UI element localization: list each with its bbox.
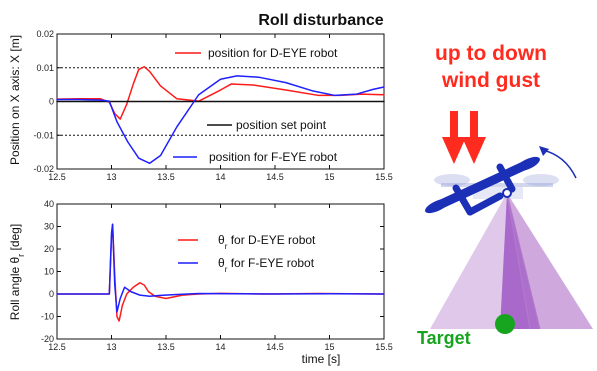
gust-title-line-2: wind gust [441,69,540,92]
top-x-tick-label-5: 15 [324,172,334,182]
top-chart: 12.5 13 13.5 14 14.5 15 15.50.020.010-0.01-0.0… [33,29,392,182]
bottom-y-tick-label-0: 40 [44,199,54,209]
top-x-tick-label-2: 13.5 [157,172,175,182]
target-dot-icon [495,314,515,334]
top-x-tick-label-3: 14 [215,172,225,182]
bottom-legend-suffix-0: for D-EYE robot [227,233,316,247]
top-y-tick-label-1: 0.01 [36,63,54,73]
chart-title: Roll disturbance [258,12,383,29]
top-y-axis-label: Position on X axis: X [m] [8,35,22,165]
top-y-tick-label-3: -0.01 [33,130,54,140]
bottom-x-tick-label-3: 14 [215,342,225,352]
gust-arrow-right-head [462,137,486,164]
bottom-x-tick-label-1: 13 [106,342,116,352]
bottom-x-tick-label-2: 13.5 [157,342,175,352]
gust-arrow-right-shaft [470,111,478,137]
rotation-arrow-path [542,150,576,178]
gust-title-line-1: up to down [435,42,547,65]
bottom-y-tick-label-4: 0 [49,289,54,299]
bottom-y-tick-label-2: 20 [44,244,54,254]
bottom-chart: 12.5 13 13.5 14 14.5 15 15.5403020100-10-20θr … [41,199,393,352]
bottom-legend-suffix-1: for F-EYE robot [227,256,314,270]
bottom-y-tick-label-6: -20 [41,334,54,344]
bottom-y-tick-label-5: -10 [41,312,54,322]
bottom-y-axis-label: Roll angle θr [deg] [8,224,26,320]
top-y-tick-label-2: 0 [49,97,54,107]
bottom-x-tick-label-4: 14.5 [266,342,284,352]
robot-camera [503,189,511,197]
top-legend-label-0: position for D-EYE robot [208,46,338,60]
gust-arrow-left-head [442,137,466,164]
bottom-x-axis-label: time [s] [302,352,341,366]
top-legend-label-2: position for F-EYE robot [209,150,338,164]
top-y-tick-label-4: -0.02 [33,164,54,174]
gust-arrow-left-shaft [450,111,458,137]
top-x-tick-label-1: 13 [106,172,116,182]
top-legend-label-1: position set point [236,118,327,132]
top-x-tick-label-6: 15.5 [375,172,393,182]
down-arrow-icon [442,111,486,164]
bottom-y-axis-label-prefix: Roll angle θ [8,257,22,321]
bottom-y-tick-label-3: 10 [44,267,54,277]
bottom-y-tick-label-1: 30 [44,222,54,232]
wind-gust-illustration: up to down wind gust Target [417,42,593,348]
bottom-plot-area [57,204,384,339]
bottom-x-tick-label-5: 15 [324,342,334,352]
bottom-y-axis-label-suffix: [deg] [8,224,22,254]
top-y-tick-label-0: 0.02 [36,29,54,39]
bottom-x-tick-label-6: 15.5 [375,342,393,352]
target-label: Target [417,328,471,348]
top-x-tick-label-4: 14.5 [266,172,284,182]
